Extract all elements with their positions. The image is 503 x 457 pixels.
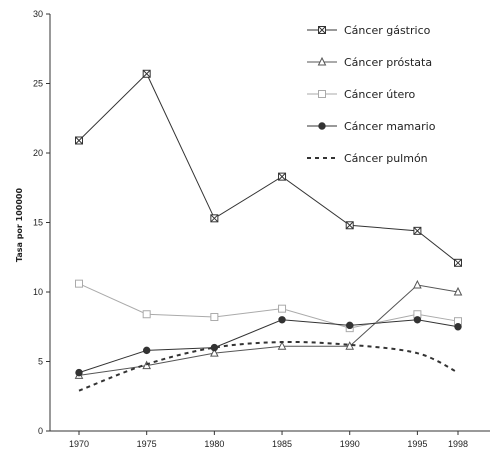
marker-cross — [345, 221, 354, 230]
legend-label: Cáncer pulmón — [344, 152, 428, 165]
x-tick-label: 1980 — [204, 439, 224, 449]
legend-marker — [318, 26, 326, 34]
x-tick-label: 1995 — [407, 439, 427, 449]
y-tick-label: 20 — [33, 148, 43, 158]
series-cancer-gastrico — [75, 69, 462, 267]
marker-cross — [75, 136, 83, 145]
legend-label: Cáncer próstata — [344, 56, 432, 69]
y-tick-label: 30 — [33, 9, 43, 19]
series-cancer-utero — [75, 279, 462, 333]
y-axis-label: Tasa por 100000 — [15, 188, 24, 263]
data-point-cancer-prostata — [413, 279, 422, 289]
y-tick-label: 0 — [38, 426, 43, 436]
data-point-cancer-utero — [210, 313, 219, 322]
x-tick-label: 1970 — [69, 439, 89, 449]
data-point-cancer-gastrico — [75, 136, 83, 145]
marker-cross — [413, 226, 422, 235]
data-point-cancer-gastrico — [210, 214, 219, 223]
marker-cross — [318, 26, 326, 34]
legend: Cáncer gástrico Cáncer próstata Cáncer úte… — [307, 24, 436, 165]
data-point-cancer-mamario — [454, 323, 462, 331]
data-point-cancer-gastrico — [454, 258, 462, 267]
axes — [46, 13, 490, 435]
series-line-cancer-pulmon — [78, 340, 459, 392]
series-cancer-prostata — [74, 279, 463, 379]
data-point-cancer-gastrico — [278, 172, 287, 181]
marker-cross — [454, 258, 462, 267]
x-tick-labels: 1970 1975 1980 1985 1990 1995 1998 — [69, 439, 468, 449]
series-line-cancer-mamario — [78, 319, 459, 374]
series-line-cancer-prostata — [78, 284, 459, 376]
data-point-cancer-utero — [278, 304, 287, 313]
y-tick-label: 15 — [33, 218, 43, 228]
marker-cross — [210, 214, 219, 223]
y-tick-label: 25 — [33, 79, 43, 89]
data-point-cancer-mamario — [413, 316, 422, 324]
series-group — [74, 69, 463, 392]
legend-marker — [317, 56, 327, 66]
marker-cross — [278, 172, 286, 181]
x-tick-label: 1985 — [272, 439, 292, 449]
data-point-cancer-gastrico — [142, 69, 151, 78]
data-point-cancer-utero — [142, 310, 151, 319]
data-point-cancer-gastrico — [345, 221, 354, 230]
legend-item-cancer-prostata: Cáncer próstata — [307, 56, 432, 69]
legend-label: Cáncer mamario — [344, 120, 436, 133]
data-point-cancer-prostata — [210, 348, 219, 357]
data-point-cancer-utero — [75, 279, 83, 288]
data-point-cancer-mamario — [278, 316, 286, 324]
data-point-cancer-gastrico — [413, 226, 422, 235]
legend-item-cancer-pulmon: Cáncer pulmón — [307, 152, 428, 165]
y-tick-label: 5 — [38, 357, 43, 367]
data-point-cancer-prostata — [277, 341, 287, 350]
legend-marker — [318, 122, 326, 130]
x-tick-label: 1998 — [448, 439, 468, 449]
x-tick-label: 1990 — [340, 439, 360, 449]
legend-label: Cáncer gástrico — [344, 24, 431, 37]
y-tick-labels: 0 5 10 15 20 25 30 — [33, 9, 43, 436]
marker-cross — [142, 69, 151, 78]
legend-item-cancer-gastrico: Cáncer gástrico — [307, 24, 431, 37]
x-tick-label: 1975 — [137, 439, 157, 449]
series-cancer-pulmon — [78, 340, 459, 392]
legend-label: Cáncer útero — [344, 88, 416, 101]
data-point-cancer-mamario — [346, 321, 354, 330]
legend-marker — [318, 90, 326, 98]
y-tick-label: 10 — [33, 287, 43, 297]
series-cancer-mamario — [75, 316, 462, 377]
data-point-cancer-mamario — [142, 346, 151, 355]
series-line-cancer-gastrico — [78, 72, 459, 264]
data-point-cancer-mamario — [75, 368, 83, 377]
data-point-cancer-prostata — [453, 286, 463, 296]
legend-item-cancer-utero: Cáncer útero — [307, 88, 416, 101]
legend-item-cancer-mamario: Cáncer mamario — [307, 120, 436, 133]
